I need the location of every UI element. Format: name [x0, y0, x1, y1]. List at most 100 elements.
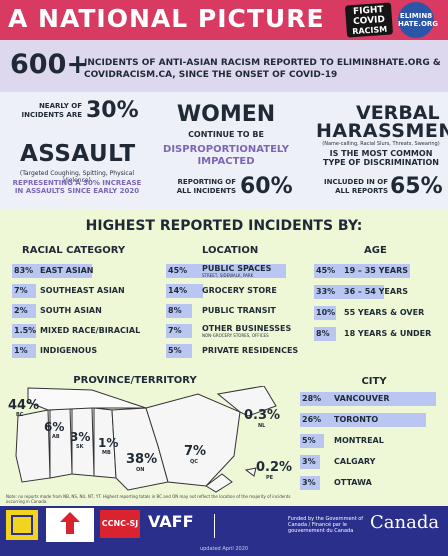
age-row-label: 18 YEARS & UNDER [344, 329, 432, 338]
intro-text: INCIDENTS OF ANTI-ASIAN RACISM REPORTED … [84, 58, 441, 80]
incidents-total: 600+ [10, 49, 89, 80]
age-row-label: 55 YEARS & OVER [344, 308, 425, 317]
location-row-sublabel: STREET, SIDEWALK, PARK [202, 273, 254, 278]
location-row: 7% OTHER BUSINESSES NON-GROCERY STORES, OF… [166, 324, 296, 338]
age-row-bar [314, 264, 410, 278]
location-row-sublabel: NON-GROCERY STORES, OFFICES [202, 333, 269, 338]
prov-sk-code: SK [76, 444, 84, 450]
verbal-percent: 65% [390, 174, 443, 199]
harassment-title: HARASSMENT [316, 120, 448, 142]
city-row: 26% TORONTO [300, 413, 440, 427]
city-row-pct: 3% [302, 457, 316, 466]
age-row-pct: 33% [316, 287, 336, 296]
prov-on-pct: 38% [126, 452, 158, 467]
footer-divider [214, 514, 215, 538]
city-row: 28% VANCOUVER [300, 392, 440, 406]
location-row-label: PUBLIC SPACES [202, 264, 272, 273]
location-row-pct: 45% [168, 266, 188, 275]
assault-sub: (Targeted Coughing, Spitting, Physical V… [19, 170, 135, 184]
location-row-bar [166, 324, 192, 338]
age-row-pct: 10% [316, 308, 336, 317]
age-row-bar [314, 285, 384, 299]
location-row-bar [166, 284, 203, 298]
city-header: CITY [361, 376, 387, 387]
age-row-pct: 45% [316, 266, 336, 275]
location-header: LOCATION [202, 245, 259, 256]
verbal-included: INCLUDED IN OF ALL REPORTS [324, 178, 388, 195]
city-row-label: CALGARY [334, 457, 376, 466]
racial-row-label: INDIGENOUS [40, 346, 98, 355]
racial-row: 1.5% MIXED RACE/BIRACIAL [12, 324, 190, 338]
city-row-label: MONTREAL [334, 436, 384, 445]
racial-row: 83% EAST ASIAN [12, 264, 190, 278]
vaff-logo: VAFF [148, 512, 194, 531]
racial-row-bar [12, 324, 36, 338]
racial-row-bar [12, 304, 36, 318]
city-row-pct: 28% [302, 394, 322, 403]
age-row: 10% 55 YEARS & OVER [314, 306, 440, 320]
city-row-bar [300, 413, 426, 427]
racial-row-bar [12, 284, 36, 298]
age-row-label: 19 – 35 YEARS [344, 266, 408, 275]
location-row-pct: 5% [168, 346, 182, 355]
racial-row-pct: 1% [14, 346, 28, 355]
yellow-org-logo [6, 510, 38, 540]
location-row-bar [166, 304, 192, 318]
racial-row: 7% SOUTHEAST ASIAN [12, 284, 190, 298]
city-row-pct: 3% [302, 478, 316, 487]
location-row-label: OTHER BUSINESSES [202, 324, 292, 333]
prov-ab-code: AB [52, 434, 60, 440]
racial-row-label: EAST ASIAN [40, 266, 94, 275]
location-row-label: PRIVATE RESIDENCES [202, 346, 299, 355]
racial-row-pct: 7% [14, 286, 28, 295]
prov-sk-pct: 3% [70, 430, 91, 444]
assault-increase: REPRESENTING A 30% INCREASE IN ASSAULTS … [12, 179, 142, 195]
racial-row-pct: 2% [14, 306, 28, 315]
prov-nl-pct: 0.3% [244, 408, 281, 423]
racial-row-pct: 83% [14, 266, 34, 275]
verbal-title: VERBAL [356, 102, 440, 124]
age-row-bar [314, 306, 336, 320]
city-row: 3% OTTAWA [300, 476, 440, 490]
prov-qc-code: QC [190, 459, 198, 465]
city-row-bar [300, 476, 320, 490]
city-row-label: VANCOUVER [334, 394, 390, 403]
prov-on-code: ON [136, 467, 145, 473]
location-row-bar [166, 264, 286, 278]
racial-row-bar [12, 344, 36, 358]
location-row: 8% PUBLIC TRANSIT [166, 304, 296, 318]
assault-percent: 30% [86, 98, 139, 123]
prov-mb-code: MB [102, 450, 111, 456]
prov-mb-pct: 1% [98, 436, 119, 450]
canada-map [15, 386, 277, 493]
age-header: AGE [364, 245, 387, 256]
funded-text: Funded by the Government of Canada / Fin… [288, 516, 364, 534]
canada-wordmark: Canada [370, 512, 440, 533]
age-row-label: 36 – 54 YEARS [344, 287, 408, 296]
age-row: 8% 18 YEARS & UNDER [314, 327, 440, 341]
location-row-pct: 7% [168, 326, 182, 335]
highest-title: HIGHEST REPORTED INCIDENTS BY: [85, 218, 363, 234]
ccnc-logo: CCNC-SJ [100, 510, 140, 538]
women-percent: 60% [240, 174, 293, 199]
province-header: PROVINCE/TERRITORY [73, 375, 197, 386]
racial-row: 2% SOUTH ASIAN [12, 304, 190, 318]
prov-pe-pct: 0.2% [256, 460, 293, 475]
location-row-label: GROCERY STORE [202, 286, 277, 295]
women-disproportionate: DISPROPORTIONATELY IMPACTED [163, 144, 289, 167]
assault-title: ASSAULT [20, 141, 136, 167]
racial-row-bar [12, 264, 92, 278]
racial-header: RACIAL CATEGORY [22, 245, 126, 256]
page-title: A NATIONAL PICTURE [8, 4, 325, 33]
racial-row-label: SOUTHEAST ASIAN [40, 286, 125, 295]
city-row-bar [300, 434, 324, 448]
racial-row-label: SOUTH ASIAN [40, 306, 102, 315]
verbal-most-common: IS THE MOST COMMON TYPE OF DISCRIMINATIO… [323, 149, 439, 167]
fight-covid-racism-logo: FIGHT COVID RACISM [344, 2, 394, 38]
location-row-pct: 14% [168, 286, 188, 295]
location-row: 14% GROCERY STORE [166, 284, 296, 298]
city-row-pct: 26% [302, 415, 322, 424]
province-note: Note: no reports made from NB, NS, NU, N… [6, 494, 291, 504]
age-row-bar [314, 327, 336, 341]
racial-row-pct: 1.5% [14, 326, 37, 335]
